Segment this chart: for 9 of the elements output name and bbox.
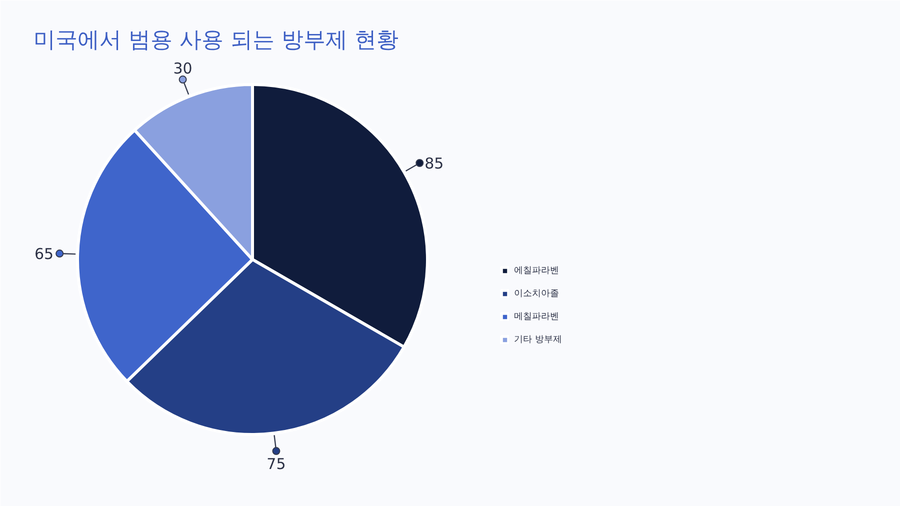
data-label: 65 [34, 245, 54, 264]
chart-title: 미국에서 범용 사용 되는 방부제 현황 [34, 28, 398, 53]
data-label: 30 [173, 60, 192, 78]
data-label: 85 [424, 154, 444, 172]
legend-label: 메칠파라벤 [514, 311, 559, 323]
legend-label: 기타 방부제 [514, 334, 562, 346]
legend-label: 이소치아졸 [514, 288, 559, 300]
legend-label: 에칠파라벤 [514, 265, 559, 277]
data-label: 75 [266, 455, 286, 474]
